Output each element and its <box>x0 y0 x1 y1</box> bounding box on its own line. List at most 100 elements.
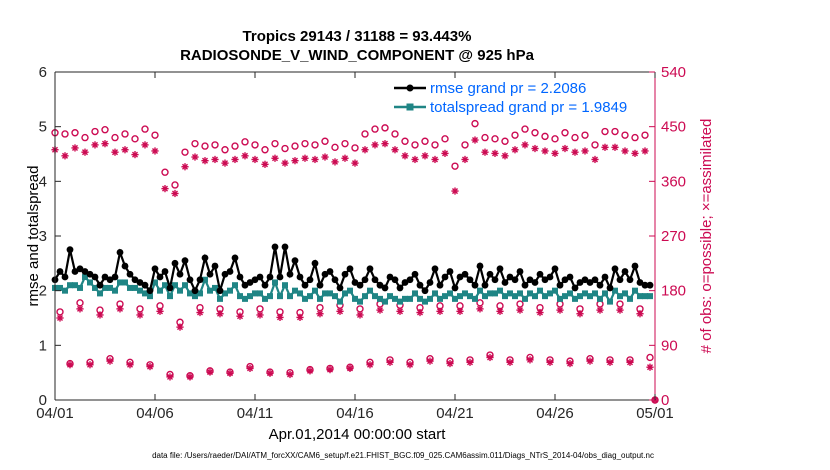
assimilated-obs-point <box>481 148 489 156</box>
assimilated-obs-point <box>336 307 344 315</box>
totalspread-point <box>122 279 128 286</box>
possible-obs-point <box>471 119 479 128</box>
rmse-point <box>566 273 574 281</box>
rmse-point <box>126 270 134 278</box>
totalspread-point <box>617 293 623 300</box>
totalspread-point <box>562 293 568 300</box>
assimilated-obs-point <box>556 306 564 314</box>
assimilated-obs-point <box>181 163 189 171</box>
rmse-point <box>181 257 189 264</box>
totalspread-point <box>182 282 188 289</box>
rmse-point <box>401 279 409 286</box>
rmse-point <box>621 268 629 275</box>
assimilated-obs-point <box>571 148 579 156</box>
assimilated-obs-point <box>406 361 414 369</box>
possible-obs-point <box>361 130 369 138</box>
assimilated-obs-point <box>301 154 309 162</box>
assimilated-obs-point <box>96 311 104 319</box>
totalspread-point <box>217 295 223 302</box>
x-tick-label: 04/26 <box>536 405 574 422</box>
rmse-point <box>461 270 469 278</box>
assimilated-obs-point <box>251 155 259 164</box>
rmse-point <box>526 276 534 284</box>
rmse-point <box>241 281 249 289</box>
assimilated-obs-point <box>231 155 239 164</box>
assimilated-obs-point <box>341 154 349 162</box>
possible-obs-point <box>401 137 409 145</box>
rmse-point <box>581 276 589 284</box>
possible-obs-point <box>171 181 179 189</box>
x-tick-label: 04/06 <box>136 405 174 422</box>
x-tick-label: 05/01 <box>636 405 674 422</box>
possible-obs-point <box>581 131 589 139</box>
rmse-point <box>556 281 564 289</box>
rmse-point <box>121 262 129 270</box>
totalspread-point <box>107 284 113 291</box>
totalspread-point <box>627 295 633 302</box>
totalspread-point <box>452 295 458 302</box>
rmse-point <box>161 268 169 275</box>
chart-marks <box>51 119 659 404</box>
assimilated-obs-point <box>271 154 279 162</box>
rmse-point <box>496 265 504 273</box>
totalspread-point <box>417 295 423 302</box>
assimilated-obs-point <box>526 356 534 364</box>
rmse-point <box>576 279 584 286</box>
rmse-point <box>316 281 324 289</box>
assimilated-obs-point <box>631 149 639 157</box>
rmse-point <box>146 287 154 295</box>
assimilated-obs-point <box>641 147 649 155</box>
totalspread-point <box>642 293 648 300</box>
rmse-point <box>61 273 69 281</box>
totalspread-point <box>72 282 78 289</box>
totalspread-point <box>487 290 493 297</box>
possible-obs-point <box>451 162 459 170</box>
assimilated-obs-point <box>156 307 164 315</box>
rmse-point <box>326 268 334 275</box>
possible-obs-point <box>611 127 619 136</box>
assimilated-obs-point <box>291 157 299 165</box>
possible-obs-point <box>371 125 379 133</box>
assimilated-obs-point <box>66 361 74 369</box>
assimilated-obs-point <box>56 314 64 322</box>
rmse-point <box>596 281 604 289</box>
rmse-point <box>371 276 379 284</box>
rmse-point <box>351 279 359 286</box>
possible-obs-point <box>211 141 219 149</box>
totalspread-point <box>612 287 618 294</box>
totalspread-point <box>457 293 463 300</box>
totalspread-point <box>307 293 313 300</box>
assimilated-obs-point <box>61 152 69 160</box>
legend: rmse grand pr = 2.2086 totalspread grand… <box>394 80 627 116</box>
assimilated-obs-point <box>206 368 214 376</box>
assimilated-obs-point <box>396 307 404 315</box>
possible-obs-point <box>501 137 509 145</box>
assimilated-obs-point <box>151 147 159 155</box>
assimilated-obs-point <box>416 308 424 317</box>
rmse-point <box>306 276 314 284</box>
totalspread-point <box>517 290 523 297</box>
y-right-tick-label: 540 <box>661 64 686 81</box>
totalspread-point <box>252 290 258 297</box>
x-tick-label: 04/21 <box>436 405 474 422</box>
assimilated-obs-point <box>461 155 469 164</box>
possible-obs-point <box>381 124 389 132</box>
totalspread-point <box>162 282 168 289</box>
assimilated-obs-point <box>261 160 269 168</box>
possible-obs-point <box>301 139 309 148</box>
totalspread-point <box>392 295 398 302</box>
assimilated-obs-point <box>581 147 589 155</box>
assimilated-obs-point <box>351 159 359 167</box>
y-tick-label: 2 <box>39 283 47 300</box>
rmse-point <box>506 273 514 281</box>
totalspread-point <box>222 290 228 297</box>
totalspread-point <box>242 295 248 302</box>
possible-obs-point <box>271 139 279 148</box>
assimilated-obs-point <box>236 312 244 320</box>
possible-obs-point <box>641 131 649 139</box>
assimilated-obs-point <box>121 146 129 154</box>
rmse-point <box>311 259 319 267</box>
rmse-point <box>321 270 329 278</box>
totalspread-point <box>527 290 533 297</box>
